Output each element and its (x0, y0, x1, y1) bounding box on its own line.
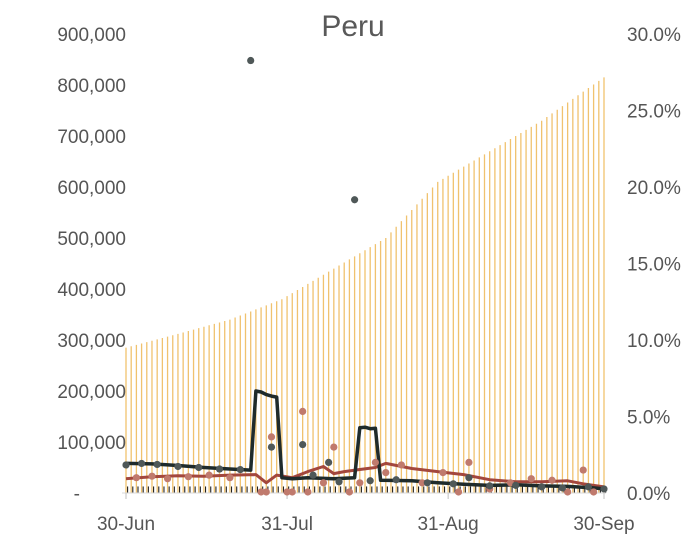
y-left-tick-label: 400,000 (57, 280, 126, 301)
red-point (345, 488, 354, 496)
black-line-path (125, 389, 605, 491)
red-point (262, 488, 270, 496)
x-tick-label: 30-Sep (573, 514, 634, 535)
x-tick-label: 31-Jul (261, 514, 313, 535)
red-point (527, 475, 535, 483)
y-right-tick-label: 20.0% (627, 178, 681, 199)
y-right-tick-label: 25.0% (627, 102, 681, 123)
x-tick-label: 30-Jun (97, 514, 155, 535)
black-point (558, 484, 567, 492)
y-right-tick-label: 0.0% (627, 484, 670, 505)
red-point (304, 488, 312, 496)
red-point (226, 474, 234, 482)
red-point (148, 472, 156, 480)
red-point (439, 469, 447, 477)
black-point (215, 465, 224, 473)
black-point (600, 485, 608, 493)
black-point (195, 463, 203, 472)
red-point (579, 466, 587, 474)
y-axis-right-labels: 0.0% 5.0% 10.0% 15.0% 20.0% 25.0% 30.0% (627, 25, 681, 505)
black-point (423, 479, 431, 487)
red-point (257, 488, 265, 496)
black-point (465, 474, 473, 482)
red-points-series (132, 407, 598, 496)
red-point (184, 473, 192, 481)
black-point (299, 440, 307, 449)
black-point (153, 460, 161, 469)
x-axis-ticks (125, 493, 605, 499)
red-point (465, 458, 473, 466)
red-point (564, 488, 572, 496)
y-left-tick-label: 200,000 (57, 382, 126, 403)
black-line-series (125, 389, 605, 491)
red-point (267, 433, 276, 441)
black-points-series (122, 56, 608, 493)
red-point (590, 488, 598, 496)
y-left-tick-label: 700,000 (57, 127, 126, 148)
red-point (283, 488, 291, 496)
black-point (584, 483, 593, 491)
red-point (397, 461, 405, 469)
y-right-tick-label: 10.0% (627, 331, 681, 352)
black-point (137, 459, 146, 468)
y-right-tick-label: 15.0% (627, 255, 681, 276)
black-point (449, 480, 457, 488)
x-tick-label: 31-Aug (417, 514, 478, 535)
red-point (299, 407, 307, 415)
red-point (319, 479, 328, 487)
chart-title: Peru (321, 10, 384, 43)
black-point (174, 462, 182, 471)
black-point (236, 465, 244, 474)
black-point (351, 196, 359, 204)
black-point (392, 476, 400, 484)
cumulative-bars (125, 77, 605, 493)
red-point (288, 488, 296, 496)
red-point (454, 488, 463, 496)
y-right-tick-label: 5.0% (627, 408, 670, 429)
y-left-tick-label: 300,000 (57, 331, 126, 352)
black-point (122, 461, 130, 469)
red-point (548, 476, 556, 484)
black-point (325, 458, 333, 466)
red-point (371, 458, 379, 466)
black-point (335, 478, 343, 486)
black-point (538, 483, 546, 491)
red-point (418, 479, 426, 487)
y-right-tick-label: 30.0% (627, 25, 681, 46)
y-left-tick-label: 100,000 (57, 433, 126, 454)
red-point (330, 443, 338, 451)
black-point (309, 471, 317, 479)
y-left-tick-label: 800,000 (57, 76, 126, 97)
x-axis-labels: 30-Jun 31-Jul 31-Aug 30-Sep (97, 514, 635, 535)
y-left-tick-label: 900,000 (57, 25, 126, 46)
red-point (163, 475, 172, 483)
black-point (512, 481, 520, 489)
red-point (356, 479, 364, 487)
y-left-tick-label: 600,000 (57, 178, 126, 199)
y-axis-left-labels: - 100,000 200,000 300,000 400,000 500,000 600,… (57, 25, 126, 505)
black-point (486, 482, 494, 490)
red-point (205, 471, 213, 479)
black-point (366, 477, 374, 485)
black-point (247, 56, 255, 65)
black-point (267, 443, 276, 451)
y-left-tick-label: - (74, 484, 80, 505)
y-left-tick-label: 500,000 (57, 229, 126, 250)
red-point (382, 469, 390, 477)
red-point (132, 474, 140, 482)
